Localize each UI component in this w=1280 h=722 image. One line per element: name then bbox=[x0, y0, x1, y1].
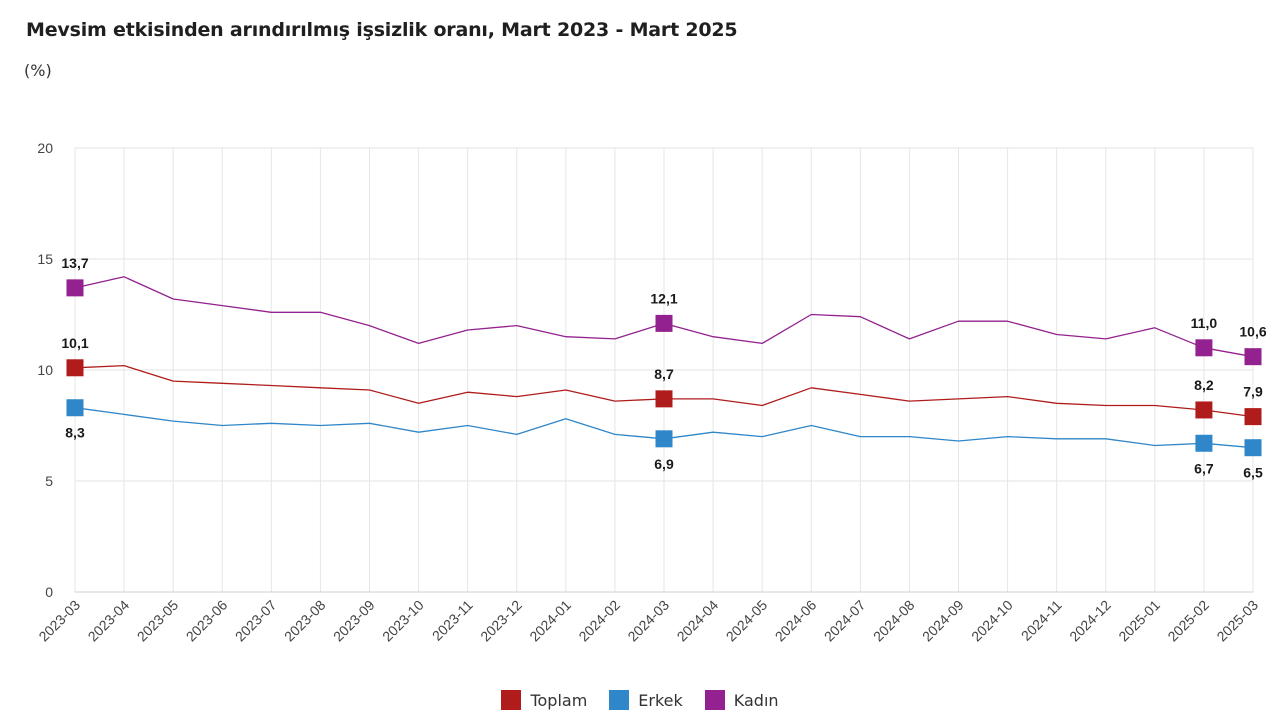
point-marker-erkek bbox=[66, 399, 84, 417]
data-label: 6,5 bbox=[1243, 465, 1263, 481]
point-marker-erkek bbox=[655, 430, 673, 448]
x-tick-label: 2023-09 bbox=[330, 597, 378, 645]
x-tick-label: 2024-05 bbox=[723, 597, 771, 645]
x-tick-label: 2023-08 bbox=[281, 597, 329, 645]
data-label: 6,9 bbox=[654, 456, 674, 472]
y-tick-label: 0 bbox=[45, 584, 53, 600]
point-marker-toplam bbox=[1244, 408, 1262, 426]
point-marker-toplam bbox=[655, 390, 673, 408]
point-marker-kadın bbox=[66, 279, 84, 297]
data-label: 8,2 bbox=[1194, 377, 1214, 393]
x-tick-label: 2023-06 bbox=[183, 597, 231, 645]
data-label: 8,7 bbox=[654, 366, 674, 382]
legend: Toplam Erkek Kadın bbox=[0, 690, 1280, 710]
point-marker-kadın bbox=[1244, 348, 1262, 366]
data-label: 10,6 bbox=[1239, 324, 1266, 340]
y-tick-label: 5 bbox=[45, 473, 53, 489]
data-label: 6,7 bbox=[1194, 460, 1214, 476]
legend-item-kadın[interactable]: Kadın bbox=[704, 690, 779, 710]
x-tick-label: 2025-02 bbox=[1164, 597, 1212, 645]
grid bbox=[74, 147, 1254, 593]
x-tick-label: 2024-06 bbox=[772, 597, 820, 645]
y-tick-label: 20 bbox=[37, 140, 53, 156]
x-tick-label: 2025-03 bbox=[1213, 597, 1261, 645]
legend-swatch bbox=[609, 690, 630, 710]
unit-label: (%) bbox=[24, 61, 52, 80]
y-tick-label: 15 bbox=[37, 251, 53, 267]
x-tick-label: 2023-05 bbox=[134, 597, 182, 645]
point-marker-erkek bbox=[1195, 434, 1213, 452]
chart-title: Mevsim etkisinden arındırılmış işsizlik … bbox=[26, 19, 738, 41]
point-marker-kadın bbox=[1195, 339, 1213, 357]
data-label: 7,9 bbox=[1243, 384, 1263, 400]
data-label: 10,1 bbox=[61, 335, 88, 351]
point-marker-toplam bbox=[66, 359, 84, 377]
point-marker-erkek bbox=[1244, 439, 1262, 457]
x-tick-label: 2023-03 bbox=[35, 597, 83, 645]
point-marker-toplam bbox=[1195, 401, 1213, 419]
data-labels: 10,1 8,7 8,2 7,9 8,3 6,9 6,7 6,5 13,7 12,1 11,0 10,… bbox=[61, 255, 1266, 481]
x-tick-label: 2024-02 bbox=[575, 597, 623, 645]
x-tick-label: 2023-10 bbox=[379, 597, 427, 645]
series-markers bbox=[66, 279, 1262, 457]
x-tick-label: 2024-09 bbox=[919, 597, 967, 645]
legend-swatch bbox=[501, 690, 522, 710]
legend-label: Kadın bbox=[733, 690, 779, 710]
legend-label: Erkek bbox=[638, 690, 683, 710]
x-tick-label: 2024-08 bbox=[870, 597, 918, 645]
x-tick-label: 2024-03 bbox=[624, 597, 672, 645]
legend-item-erkek[interactable]: Erkek bbox=[609, 690, 683, 710]
legend-item-toplam[interactable]: Toplam bbox=[501, 690, 587, 710]
x-tick-label: 2023-07 bbox=[232, 597, 280, 645]
data-label: 12,1 bbox=[650, 290, 677, 306]
x-tick-label: 2024-11 bbox=[1018, 597, 1065, 644]
x-tick-label: 2025-01 bbox=[1115, 597, 1163, 645]
legend-label: Toplam bbox=[530, 690, 588, 710]
x-tick-label: 2023-11 bbox=[429, 597, 476, 644]
x-tick-label: 2023-04 bbox=[85, 597, 133, 645]
point-marker-kadın bbox=[655, 314, 673, 332]
x-tick-label: 2024-04 bbox=[674, 597, 722, 645]
x-tick-label: 2024-07 bbox=[821, 597, 869, 645]
x-tick-label: 2024-12 bbox=[1066, 597, 1114, 645]
x-tick-label: 2024-01 bbox=[526, 597, 574, 645]
x-axis-ticks: 2023-03 2023-04 2023-05 2023-06 2023-07 2023-… bbox=[35, 597, 1261, 645]
y-axis-ticks: 0 5 10 15 20 bbox=[37, 140, 53, 600]
x-tick-label: 2024-10 bbox=[968, 597, 1016, 645]
legend-swatch bbox=[704, 690, 725, 710]
data-label: 11,0 bbox=[1191, 315, 1218, 331]
data-label: 8,3 bbox=[65, 425, 85, 441]
x-tick-label: 2023-12 bbox=[477, 597, 525, 645]
y-tick-label: 10 bbox=[37, 362, 53, 378]
data-label: 13,7 bbox=[61, 255, 88, 271]
